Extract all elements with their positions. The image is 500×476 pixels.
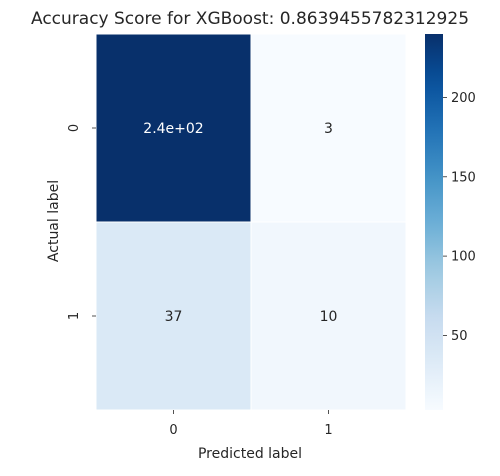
x-axis-label: Predicted label xyxy=(198,446,302,462)
heatmap-cell-r0-c0 xyxy=(95,33,252,223)
cell-value-label: 10 xyxy=(320,309,338,325)
heatmap-cell-r1-c1 xyxy=(250,221,407,411)
y-tick-label: 1 xyxy=(67,312,82,320)
y-tick-label: 0 xyxy=(67,124,82,132)
colorbar: 50 100 150 200 xyxy=(425,34,476,410)
colorbar-tick-label: 50 xyxy=(451,329,468,344)
colorbar-tick-label: 100 xyxy=(451,250,476,265)
cell-value-label: 2.4e+02 xyxy=(143,121,203,137)
chart-title: Accuracy Score for XGBoost: 0.8639455782… xyxy=(31,9,469,29)
y-tick-labels: 01 xyxy=(67,124,96,320)
cell-value-label: 37 xyxy=(165,309,183,325)
x-tick-label: 1 xyxy=(324,423,332,438)
heatmap-cells: 2.4e+02 3 37 10 xyxy=(95,33,407,411)
heatmap-cell-r1-c0 xyxy=(95,221,252,411)
y-axis-label: Actual label xyxy=(46,180,62,262)
colorbar-tick-label: 200 xyxy=(451,91,476,106)
colorbar-tick-label: 150 xyxy=(451,170,476,185)
cell-value-label: 3 xyxy=(324,121,333,137)
heatmap-cell-r0-c1 xyxy=(250,33,407,223)
colorbar-gradient xyxy=(425,34,443,410)
x-tick-label: 0 xyxy=(169,423,177,438)
